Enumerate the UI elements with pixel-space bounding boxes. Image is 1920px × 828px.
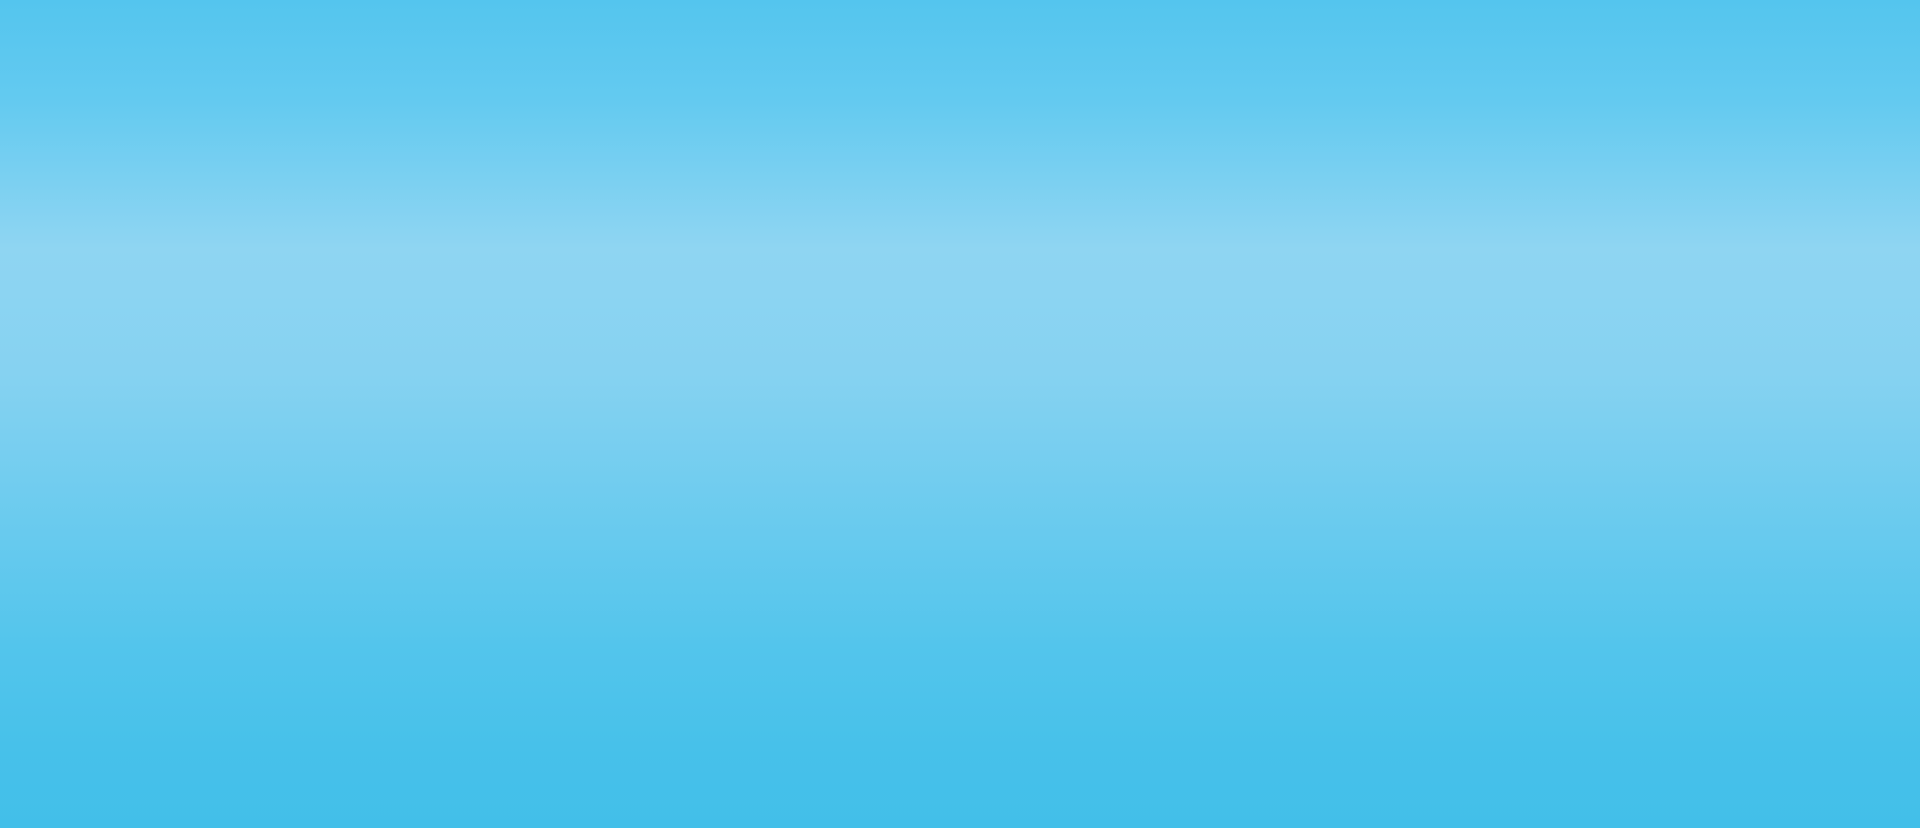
spectra-chart xyxy=(0,0,1920,828)
banner-frame xyxy=(0,0,1920,828)
